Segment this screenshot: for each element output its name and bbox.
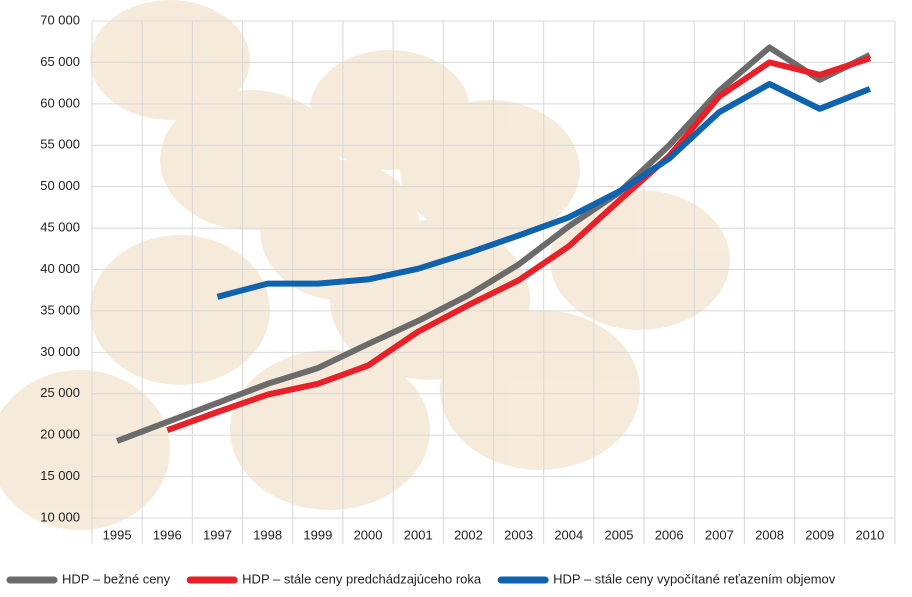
- legend-label: HDP – bežné ceny: [62, 571, 171, 586]
- x-tick-label: 2005: [605, 527, 634, 542]
- x-tick-label: 2004: [554, 527, 583, 542]
- x-tick-label: 1995: [103, 527, 132, 542]
- x-tick-label: 2008: [755, 527, 784, 542]
- x-tick-label: 1996: [153, 527, 182, 542]
- x-tick-label: 1998: [253, 527, 282, 542]
- y-tick-label: 10 000: [40, 509, 80, 524]
- y-tick-label: 15 000: [40, 468, 80, 483]
- background-eggs: [0, 0, 730, 530]
- y-tick-label: 25 000: [40, 385, 80, 400]
- y-tick-label: 65 000: [40, 54, 80, 69]
- x-tick-label: 2000: [354, 527, 383, 542]
- x-tick-label: 2006: [655, 527, 684, 542]
- y-tick-label: 55 000: [40, 137, 80, 152]
- x-tick-label: 2002: [454, 527, 483, 542]
- x-tick-label: 1997: [203, 527, 232, 542]
- series-line: [166, 55, 871, 434]
- y-tick-label: 70 000: [40, 12, 80, 27]
- x-tick-label: 2009: [805, 527, 834, 542]
- x-tick-label: 1999: [303, 527, 332, 542]
- x-tick-label: 2001: [404, 527, 433, 542]
- series-line: [116, 44, 872, 444]
- y-tick-label: 40 000: [40, 261, 80, 276]
- legend-label: HDP – stále ceny predchádzajúceho roka: [242, 571, 482, 586]
- y-tick-label: 45 000: [40, 220, 80, 235]
- series-line: [216, 81, 872, 300]
- x-tick-label: 2010: [855, 527, 884, 542]
- y-tick-label: 60 000: [40, 95, 80, 110]
- y-tick-label: 35 000: [40, 302, 80, 317]
- y-tick-label: 50 000: [40, 178, 80, 193]
- y-tick-label: 20 000: [40, 427, 80, 442]
- x-tick-label: 2007: [705, 527, 734, 542]
- legend-label: HDP – stále ceny vypočítané reťazením ob…: [553, 571, 836, 586]
- y-tick-label: 30 000: [40, 344, 80, 359]
- x-tick-label: 2003: [504, 527, 533, 542]
